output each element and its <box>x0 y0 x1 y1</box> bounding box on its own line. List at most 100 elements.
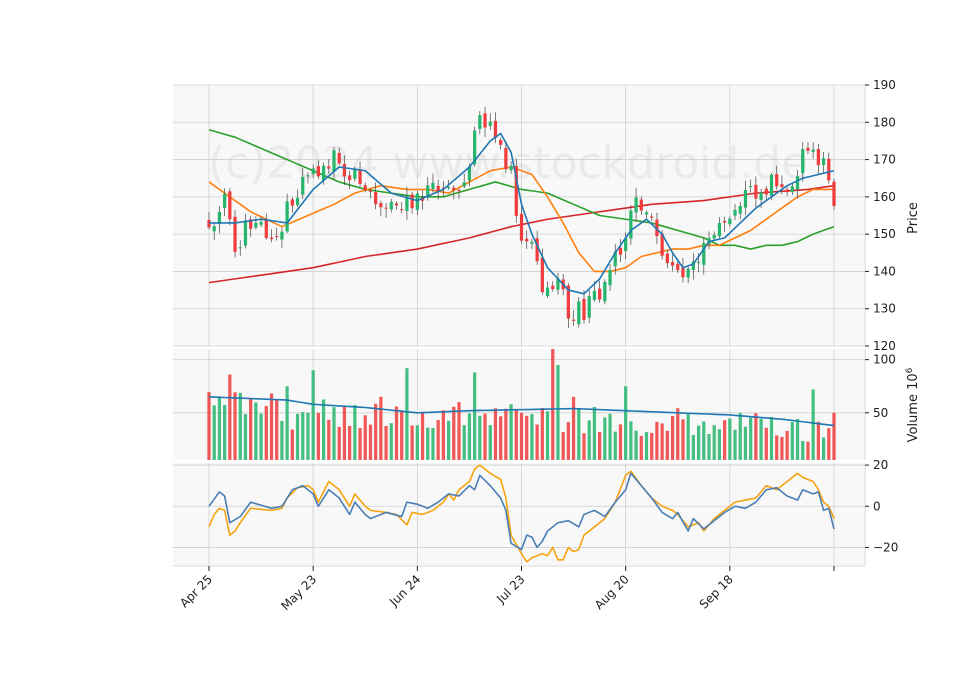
candle-down <box>436 185 440 192</box>
volume-tick-label: 100 <box>873 353 896 367</box>
volume-bar <box>275 399 279 460</box>
volume-bar <box>608 413 612 460</box>
volume-bar <box>598 431 602 460</box>
volume-bar <box>634 430 638 460</box>
candle-up <box>426 185 430 198</box>
candle-up <box>759 192 763 200</box>
price-panel: (c)2024 www.stockdroid.de 12013014015016… <box>173 78 921 353</box>
volume-bar <box>519 412 524 460</box>
volume-bar <box>686 413 690 460</box>
candle-up <box>389 201 393 210</box>
volume-bar <box>691 434 695 460</box>
candle-down <box>337 152 341 164</box>
candle-down <box>228 191 232 220</box>
volume-bar <box>811 389 815 460</box>
candle-down <box>483 113 487 128</box>
candle-down <box>780 184 784 188</box>
volume-bar <box>269 393 274 460</box>
volume-bar <box>749 417 753 460</box>
candle-up <box>790 186 794 193</box>
volume-bar <box>358 428 362 460</box>
candle-up <box>629 210 633 239</box>
volume-bar <box>223 404 227 460</box>
candle-down <box>540 257 544 293</box>
price-y-ticks: 120 130 140 150 160 170 180 190 <box>864 78 896 353</box>
candle-down <box>316 166 320 177</box>
volume-bar <box>436 419 440 460</box>
candle-up <box>467 166 472 181</box>
candle-up <box>280 231 284 240</box>
volume-bar <box>795 418 800 460</box>
candle-down <box>723 220 727 223</box>
volume-axis-word: Volume 10 <box>906 373 921 442</box>
volume-bar <box>462 425 466 460</box>
candle-down <box>249 219 253 229</box>
price-tick-label: 170 <box>873 153 896 167</box>
candle-down <box>499 140 503 145</box>
price-grid <box>173 84 865 347</box>
candle-up <box>431 182 435 189</box>
candle-up <box>332 150 336 172</box>
candle-down <box>363 185 367 191</box>
candle-down <box>342 163 347 177</box>
volume-bar <box>618 424 623 460</box>
volume-bar <box>676 408 680 460</box>
volume-bar <box>233 392 237 460</box>
candle-down <box>233 216 237 252</box>
volume-bar <box>780 436 784 460</box>
candle-up <box>223 193 227 208</box>
candle-down <box>394 203 399 206</box>
volume-axis-title: Volume 106 <box>905 367 921 442</box>
volume-bar <box>426 427 430 460</box>
candle-up <box>613 251 617 267</box>
price-tick-label: 120 <box>873 339 896 353</box>
volume-bar <box>306 412 310 460</box>
price-tick-label: 130 <box>873 302 896 316</box>
volume-y-ticks: 50 100 <box>864 349 896 460</box>
volume-bar <box>769 416 774 460</box>
candle-down <box>775 174 779 187</box>
volume-bars <box>207 349 836 460</box>
candle-up <box>738 205 742 214</box>
candle-up <box>696 261 701 263</box>
volume-bar <box>504 408 508 460</box>
candle-up <box>644 212 649 215</box>
volume-bar <box>530 414 534 460</box>
candle-up <box>212 226 216 232</box>
volume-bar <box>499 416 503 460</box>
volume-bar <box>379 396 383 460</box>
volume-bar <box>363 415 367 460</box>
candle-up <box>509 165 513 171</box>
volume-bar <box>801 441 805 460</box>
candle-up <box>728 218 732 225</box>
volume-bar <box>467 413 472 460</box>
volume-bar <box>332 407 336 460</box>
volume-bar <box>394 406 399 460</box>
volume-bar <box>301 412 305 460</box>
volume-bar <box>249 397 253 460</box>
volume-bar <box>457 402 461 460</box>
candle-up <box>321 165 326 181</box>
candle-down <box>348 175 352 181</box>
candle-down <box>681 267 685 278</box>
candle-down <box>754 184 758 199</box>
volume-bar <box>775 435 779 460</box>
volume-bar <box>493 408 498 460</box>
candlesticks <box>207 106 836 328</box>
volume-bar <box>816 421 820 460</box>
candle-up <box>608 270 612 286</box>
volume-bar <box>650 432 654 460</box>
candle-down <box>650 216 654 218</box>
volume-bar <box>717 429 722 460</box>
candle-up <box>462 182 466 187</box>
volume-bar <box>509 404 513 460</box>
volume-bar <box>577 409 581 460</box>
candle-down <box>582 298 586 320</box>
volume-panel: 50 100 Volume 106 <box>173 349 921 460</box>
candle-up <box>311 168 315 175</box>
candle-up <box>415 193 419 210</box>
candle-down <box>764 188 768 195</box>
volume-bar <box>384 425 388 460</box>
candle-up <box>306 175 310 177</box>
volume-bar <box>254 402 258 460</box>
